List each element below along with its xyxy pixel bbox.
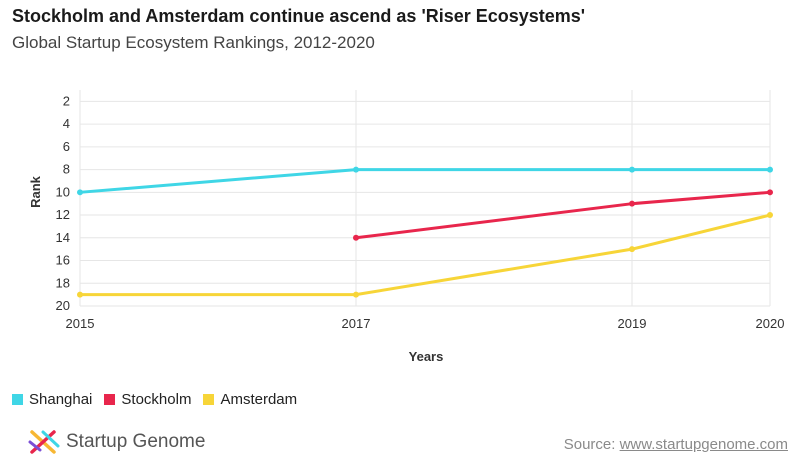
series-line-amsterdam[interactable]	[78, 213, 772, 297]
data-point-shanghai-2019[interactable]	[629, 166, 635, 173]
data-point-amsterdam-2015[interactable]	[77, 291, 83, 298]
legend-label-amsterdam: Amsterdam	[220, 391, 298, 408]
legend-label-stockholm: Stockholm	[121, 391, 192, 408]
x-tick-label-2015: 2015	[66, 316, 95, 331]
chart-grid	[79, 90, 771, 307]
x-tick-label-2017: 2017	[342, 316, 371, 331]
data-point-amsterdam-2019[interactable]	[629, 246, 635, 253]
startup-genome-logo-icon	[28, 430, 60, 454]
chart-title: Stockholm and Amsterdam continue ascend …	[12, 6, 586, 26]
data-point-stockholm-2019[interactable]	[629, 200, 635, 207]
y-tick-label-4: 4	[63, 116, 70, 131]
legend-item-stockholm[interactable]: Stockholm	[104, 391, 191, 408]
y-tick-label-20: 20	[56, 298, 70, 313]
legend-swatch-amsterdam	[203, 394, 215, 405]
x-tick-label-2019: 2019	[618, 316, 647, 331]
y-tick-label-14: 14	[56, 230, 70, 245]
data-point-amsterdam-2017[interactable]	[353, 291, 359, 298]
chart-legend: Shanghai Stockholm Amsterdam	[12, 391, 297, 408]
data-point-stockholm-2020[interactable]	[767, 189, 773, 196]
logo-text: Startup Genome	[66, 431, 206, 452]
source-link[interactable]: www.startupgenome.com	[619, 436, 788, 453]
series-line-shanghai[interactable]	[78, 168, 772, 194]
y-axis-ticks: 2 4 6 8 10 12 14 16 18 20	[56, 93, 70, 313]
startup-genome-logo[interactable]: Startup Genome	[28, 428, 205, 456]
legend-item-amsterdam[interactable]: Amsterdam	[203, 391, 297, 408]
legend-label-shanghai: Shanghai	[29, 391, 93, 408]
y-axis-title: Rank	[28, 175, 43, 208]
x-tick-label-2020: 2020	[756, 316, 785, 331]
legend-swatch-stockholm	[104, 394, 116, 405]
y-tick-label-12: 12	[56, 207, 70, 222]
source-note: Source: www.startupgenome.com	[564, 436, 788, 453]
y-tick-label-6: 6	[63, 139, 70, 154]
y-tick-label-2: 2	[63, 93, 70, 108]
chart-subtitle: Global Startup Ecosystem Rankings, 2012-…	[12, 33, 375, 52]
data-point-shanghai-2017[interactable]	[353, 166, 359, 173]
source-prefix: Source:	[563, 436, 620, 453]
data-point-amsterdam-2020[interactable]	[767, 212, 773, 219]
legend-swatch-shanghai	[12, 394, 23, 405]
legend-item-shanghai[interactable]: Shanghai	[12, 391, 92, 408]
y-tick-label-18: 18	[56, 275, 70, 290]
chart-series	[77, 166, 773, 298]
data-point-stockholm-2017[interactable]	[353, 234, 359, 241]
y-tick-label-10: 10	[56, 184, 70, 199]
data-point-shanghai-2020[interactable]	[767, 166, 773, 173]
y-tick-label-16: 16	[56, 253, 70, 268]
line-chart: 2 4 6 8 10 12 14 16 18 20 2015 2017 2019 2020 Rank Y…	[28, 90, 785, 364]
x-axis-title: Years	[409, 349, 444, 364]
data-point-shanghai-2015[interactable]	[77, 189, 83, 196]
x-axis-ticks: 2015 2017 2019 2020	[66, 316, 785, 331]
y-tick-label-8: 8	[63, 162, 70, 177]
